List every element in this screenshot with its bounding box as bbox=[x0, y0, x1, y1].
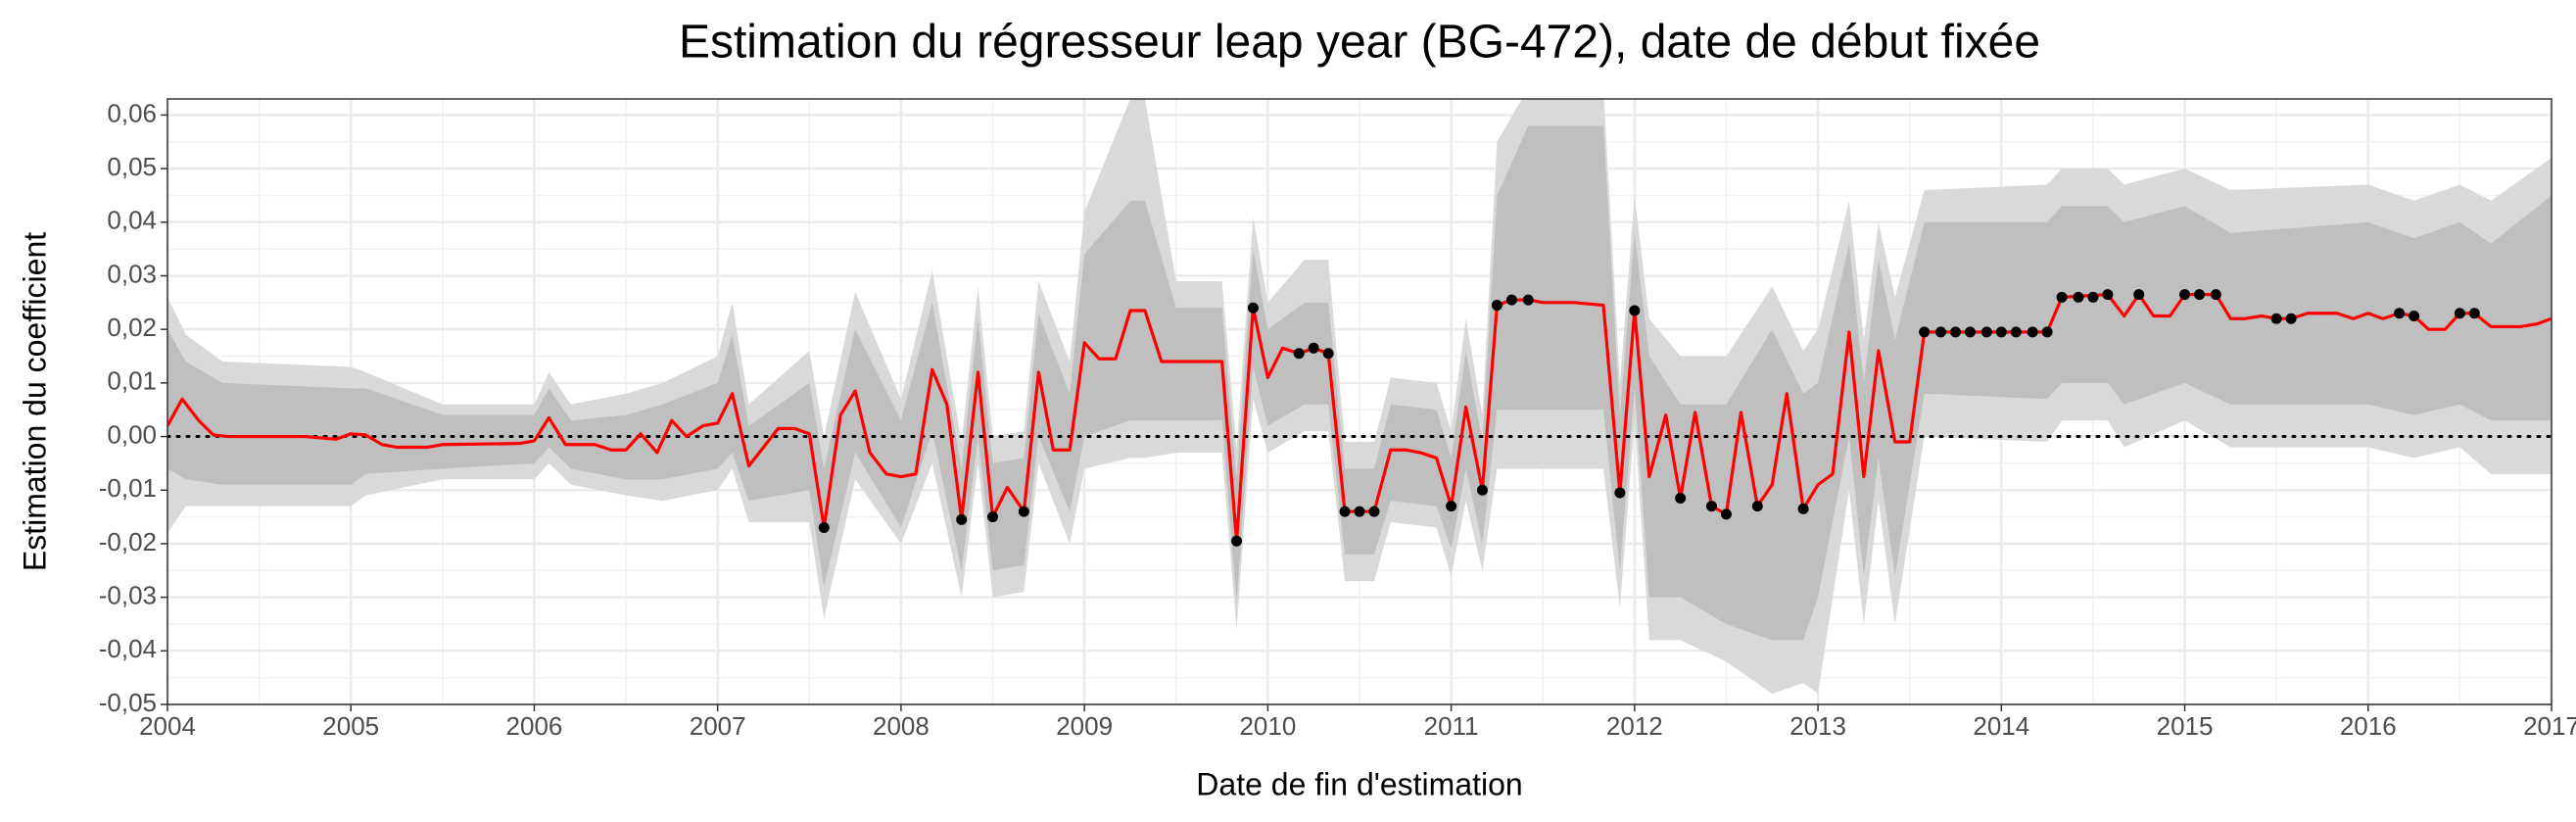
x-axis-title: Date de fin d'estimation bbox=[1196, 766, 1522, 801]
significant-point bbox=[987, 511, 999, 523]
significant-point bbox=[2056, 291, 2068, 303]
x-tick-label: 2006 bbox=[506, 711, 563, 741]
y-tick-label: -0,01 bbox=[99, 473, 157, 503]
y-tick-label: 0,00 bbox=[107, 419, 157, 449]
chart-title: Estimation du régresseur leap year (BG-4… bbox=[679, 17, 2040, 69]
significant-point bbox=[2041, 326, 2053, 338]
significant-point bbox=[1675, 492, 1687, 504]
significant-point bbox=[1505, 294, 1517, 306]
x-tick-label: 2008 bbox=[873, 711, 930, 741]
significant-point bbox=[2394, 308, 2406, 319]
confidence-bands bbox=[167, 99, 2552, 695]
significant-point bbox=[2194, 289, 2206, 301]
significant-point bbox=[956, 513, 968, 525]
significant-point bbox=[1919, 326, 1931, 338]
y-tick-label: -0,04 bbox=[99, 634, 157, 663]
significant-point bbox=[1368, 506, 1380, 517]
y-tick-label: 0,02 bbox=[107, 313, 157, 342]
x-tick-label: 2012 bbox=[1606, 711, 1663, 741]
significant-point bbox=[818, 522, 830, 534]
y-tick-label: 0,01 bbox=[107, 366, 157, 396]
x-tick-label: 2016 bbox=[2340, 711, 2397, 741]
significant-point bbox=[1980, 326, 1992, 338]
x-tick-label: 2005 bbox=[322, 711, 379, 741]
y-tick-label: -0,05 bbox=[99, 688, 157, 717]
significant-point bbox=[1705, 501, 1717, 512]
significant-point bbox=[1629, 305, 1641, 316]
significant-point bbox=[1322, 348, 1334, 360]
significant-point bbox=[2087, 291, 2099, 303]
y-tick-label: 0,05 bbox=[107, 152, 157, 181]
significant-point bbox=[1293, 348, 1305, 360]
significant-point bbox=[1491, 300, 1503, 312]
x-tick-label: 2010 bbox=[1239, 711, 1296, 741]
significant-point bbox=[1354, 506, 1365, 517]
significant-point bbox=[1247, 302, 1259, 314]
significant-point bbox=[2133, 289, 2145, 301]
x-tick-label: 2007 bbox=[690, 711, 746, 741]
significant-point bbox=[1522, 294, 1534, 306]
significant-point bbox=[1964, 326, 1976, 338]
y-tick-label: 0,06 bbox=[107, 98, 157, 127]
x-tick-label: 2017 bbox=[2523, 711, 2576, 741]
significant-point bbox=[2270, 313, 2282, 324]
y-tick-label: -0,03 bbox=[99, 580, 157, 609]
significant-point bbox=[1308, 342, 1319, 354]
significant-point bbox=[2468, 308, 2480, 319]
significant-point bbox=[2285, 313, 2297, 324]
significant-point bbox=[2073, 291, 2084, 303]
x-tick-label: 2011 bbox=[1424, 711, 1479, 741]
significant-point bbox=[2102, 289, 2114, 301]
confidence-band bbox=[167, 125, 2552, 641]
y-axis-title: Estimation du coefficient bbox=[17, 232, 52, 571]
significant-point bbox=[1935, 326, 1947, 338]
x-tick-label: 2015 bbox=[2157, 711, 2214, 741]
significant-point bbox=[1446, 501, 1457, 512]
panel-border bbox=[167, 98, 2552, 705]
significant-point bbox=[1720, 508, 1732, 520]
significant-point bbox=[2027, 326, 2038, 338]
y-tick-label: -0,02 bbox=[99, 527, 157, 556]
x-tick-label: 2004 bbox=[139, 711, 196, 741]
x-tick-label: 2009 bbox=[1056, 711, 1113, 741]
significant-point bbox=[1231, 535, 1243, 547]
significant-point bbox=[1339, 506, 1351, 517]
significant-point bbox=[2210, 289, 2221, 301]
y-tick-label: 0,04 bbox=[107, 206, 157, 235]
significant-point bbox=[1950, 326, 1961, 338]
significant-point bbox=[1614, 487, 1626, 499]
y-tick-label: 0,03 bbox=[107, 259, 157, 288]
significant-point bbox=[1751, 501, 1763, 512]
significant-point bbox=[1476, 484, 1488, 496]
series bbox=[167, 289, 2552, 547]
significant-point bbox=[2179, 289, 2191, 301]
significant-point bbox=[2010, 326, 2022, 338]
x-tick-label: 2013 bbox=[1789, 711, 1846, 741]
significant-point bbox=[1995, 326, 2007, 338]
significant-point bbox=[1797, 503, 1809, 514]
series-line bbox=[167, 293, 2552, 543]
significant-point bbox=[2409, 310, 2420, 321]
significant-point bbox=[2454, 308, 2465, 319]
x-tick-label: 2014 bbox=[1973, 711, 2029, 741]
significant-point bbox=[1018, 506, 1029, 517]
